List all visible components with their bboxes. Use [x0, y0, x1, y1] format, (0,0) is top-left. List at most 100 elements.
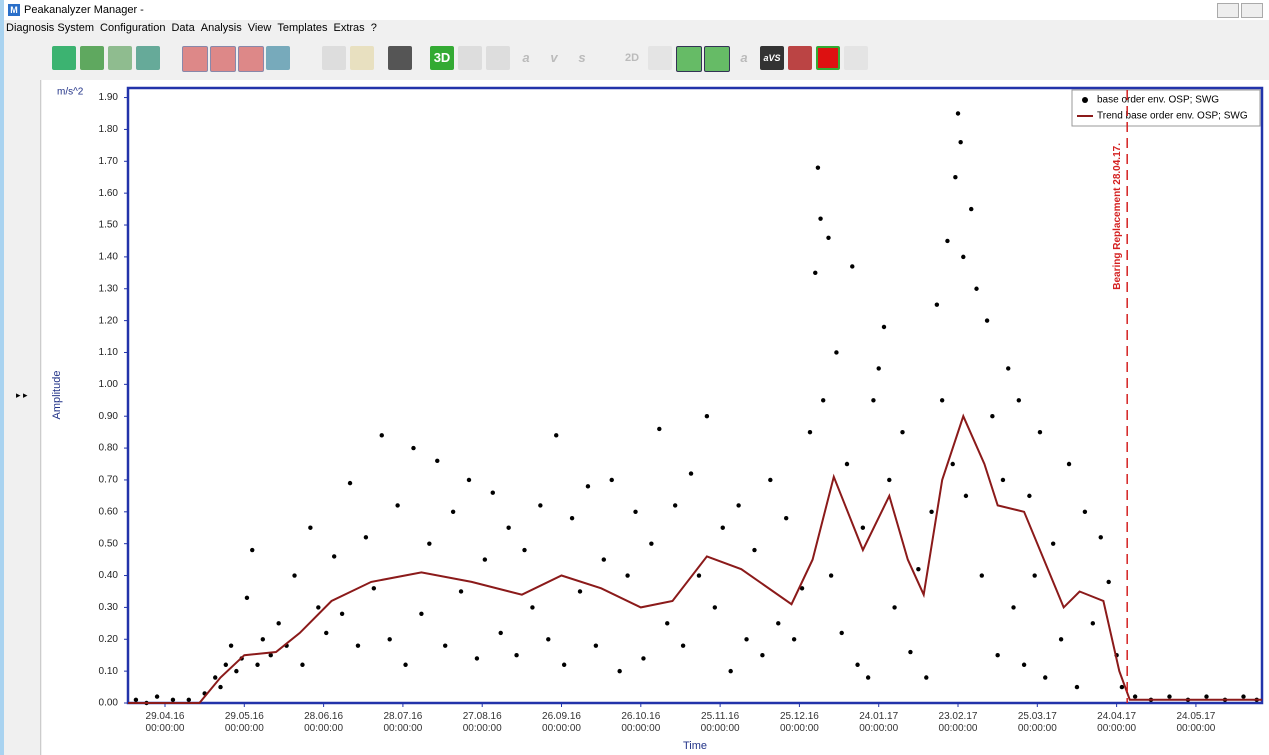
tool-list[interactable] — [704, 46, 730, 72]
data-point — [379, 433, 384, 438]
data-point — [244, 595, 250, 601]
y-tick-label: 1.00 — [99, 379, 119, 390]
tool-clipboard[interactable] — [350, 46, 374, 70]
data-point — [688, 471, 694, 476]
tool-a[interactable]: a — [522, 50, 530, 65]
data-point — [133, 697, 139, 703]
side-panel: ▸ ▸ — [4, 80, 41, 755]
menu-item[interactable]: Templates — [277, 22, 328, 34]
expand-arrows[interactable]: ▸ ▸ — [16, 390, 28, 400]
tool-cursor[interactable] — [210, 46, 236, 72]
menu-item[interactable]: View — [247, 22, 272, 34]
data-point — [538, 503, 543, 508]
data-point — [1043, 675, 1048, 680]
legend-marker — [1082, 97, 1088, 103]
x-tick-label: 28.07.16 00:00:00 — [383, 711, 423, 734]
data-point — [929, 509, 934, 515]
plot-frame — [126, 86, 1264, 705]
data-point — [834, 350, 839, 355]
menu-item[interactable]: Configuration — [100, 22, 166, 34]
tool-add[interactable] — [844, 46, 868, 70]
tool-zoom-in[interactable] — [80, 46, 104, 70]
data-point — [1204, 694, 1209, 699]
toolbar: 3D a v s 2D a aVS — [52, 46, 952, 74]
data-point — [387, 637, 392, 642]
x-tick-label: 27.08.16 00:00:00 — [462, 711, 502, 734]
tool-report[interactable] — [788, 46, 812, 70]
tool-v[interactable]: v — [550, 50, 558, 65]
tool-3d[interactable]: 3D — [430, 46, 454, 70]
minimize-button[interactable] — [1217, 3, 1239, 18]
data-point — [514, 653, 519, 658]
x-tick-label: 29.05.16 00:00:00 — [224, 711, 264, 734]
tool-a[interactable]: a — [740, 50, 748, 65]
y-tick-label: 1.70 — [99, 156, 119, 167]
data-point — [752, 547, 757, 553]
data-point — [961, 254, 966, 260]
data-point — [826, 235, 831, 240]
data-point — [939, 398, 945, 403]
data-point — [1011, 605, 1016, 610]
data-point — [403, 662, 408, 667]
menu-item[interactable]: Extras — [333, 22, 365, 34]
tool-zoom[interactable] — [108, 46, 132, 70]
data-point — [1098, 535, 1103, 540]
data-point — [776, 621, 781, 626]
menu-item[interactable]: Analysis — [200, 22, 242, 34]
tool-avs[interactable]: aVS — [760, 46, 784, 70]
data-point — [419, 611, 424, 616]
title-bar: M Peakanalyzer Manager - — [4, 0, 1269, 20]
data-point — [474, 656, 480, 661]
legend-label: Trend base order env. OSP; SWG — [1097, 111, 1248, 122]
y-axis-label: Amplitude — [51, 371, 63, 420]
data-point — [945, 238, 950, 244]
tool-waterfall[interactable] — [486, 46, 510, 70]
data-point — [601, 557, 607, 562]
tool-waterfall[interactable] — [458, 46, 482, 70]
tool-cursor[interactable] — [182, 46, 208, 72]
data-point — [844, 461, 850, 467]
data-point — [435, 458, 440, 464]
tool-print[interactable] — [388, 46, 412, 70]
x-axis-label: Time — [683, 740, 707, 752]
data-point — [186, 697, 191, 703]
data-point — [427, 541, 432, 546]
data-point — [799, 586, 805, 591]
maximize-button[interactable] — [1241, 3, 1263, 18]
data-point — [887, 477, 892, 483]
menu-item[interactable]: ? — [370, 22, 377, 34]
y-tick-label: 0.00 — [99, 698, 119, 709]
data-point — [818, 216, 823, 221]
data-point — [704, 414, 710, 419]
data-point — [363, 535, 369, 540]
tool-s[interactable]: s — [578, 50, 586, 65]
menu-item[interactable]: Data — [171, 22, 195, 34]
data-point — [649, 541, 654, 546]
data-point — [218, 684, 223, 690]
tool-fit[interactable] — [52, 46, 76, 70]
data-point — [506, 525, 511, 530]
tool-cursor[interactable] — [238, 46, 264, 72]
data-point — [223, 662, 229, 667]
tool-list[interactable] — [676, 46, 702, 72]
tool-window[interactable] — [648, 46, 672, 70]
menu-item[interactable]: Diagnosis System — [6, 22, 95, 34]
y-tick-label: 1.60 — [99, 188, 119, 199]
x-tick-label: 25.03.17 00:00:00 — [1017, 711, 1057, 734]
tool-pan[interactable] — [136, 46, 160, 70]
tool-alarm[interactable] — [816, 46, 840, 70]
data-point — [672, 503, 678, 508]
data-point — [1132, 694, 1138, 699]
tool-2d[interactable]: 2D — [624, 52, 640, 64]
data-point — [736, 503, 741, 508]
data-point — [813, 270, 818, 276]
tool-peak[interactable] — [266, 46, 290, 70]
tool-find[interactable] — [322, 46, 346, 70]
data-point — [1090, 621, 1096, 626]
data-point — [1066, 461, 1072, 467]
x-tick-label: 28.06.16 00:00:00 — [304, 711, 344, 734]
y-tick-label: 0.50 — [99, 538, 119, 549]
data-point — [490, 490, 495, 495]
data-point — [1241, 694, 1246, 699]
x-tick-label: 24.05.17 00:00:00 — [1176, 711, 1216, 734]
